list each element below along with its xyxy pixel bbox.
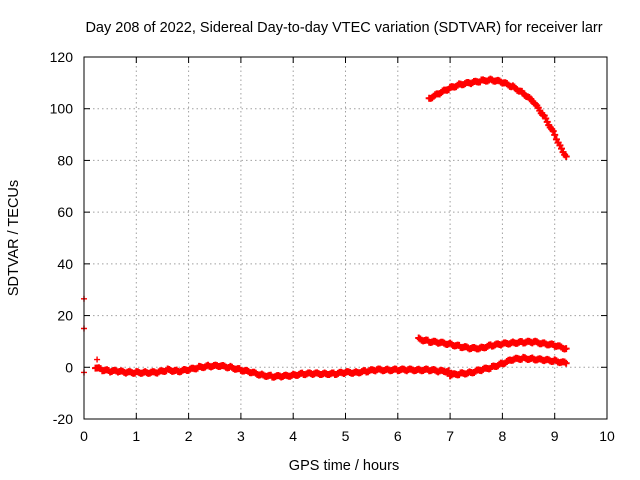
- x-tick-label: 6: [394, 428, 402, 444]
- y-tick-label: 0: [65, 359, 73, 375]
- data-points: [81, 75, 570, 381]
- y-tick-label: 60: [57, 204, 73, 220]
- x-tick-label: 5: [342, 428, 350, 444]
- y-tick-label: 20: [57, 308, 73, 324]
- chart-title: Day 208 of 2022, Sidereal Day-to-day VTE…: [85, 20, 602, 36]
- x-tick-labels: 0 1 2 3 4 5 6 7 8 9 10: [80, 428, 615, 444]
- data-point: [562, 152, 570, 160]
- data-point: [562, 345, 570, 353]
- y-tick-label: 80: [57, 152, 73, 168]
- x-tick-label: 3: [237, 428, 245, 444]
- x-tick-label: 1: [132, 428, 140, 444]
- x-tick-label: 8: [499, 428, 507, 444]
- y-tick-label: 120: [50, 49, 74, 65]
- x-axis-title: GPS time / hours: [289, 458, 399, 474]
- x-tick-label: 10: [599, 428, 615, 444]
- plot-frame: [83, 56, 608, 420]
- series-high-arc: [425, 75, 570, 160]
- data-point: [551, 131, 559, 139]
- series-low-arc: [446, 353, 570, 380]
- data-point: [445, 367, 453, 375]
- x-tick-label: 7: [446, 428, 454, 444]
- y-tick-label: -20: [53, 411, 73, 427]
- data-point: [94, 356, 101, 363]
- data-point: [549, 127, 557, 135]
- x-tick-label: 2: [185, 428, 193, 444]
- y-axis-title: SDTVAR / TECUs: [6, 180, 22, 296]
- x-tick-label: 9: [551, 428, 559, 444]
- y-tick-label: 40: [57, 256, 73, 272]
- x-tick-label: 0: [80, 428, 88, 444]
- series-baseline: [92, 361, 453, 381]
- data-point: [562, 359, 570, 367]
- grid-lines: [84, 57, 607, 419]
- y-tick-label: 100: [50, 101, 74, 117]
- x-tick-label: 4: [289, 428, 297, 444]
- series-mid-arc: [415, 334, 570, 353]
- y-tick-labels: -20 0 20 40 60 80 100 120: [50, 49, 74, 427]
